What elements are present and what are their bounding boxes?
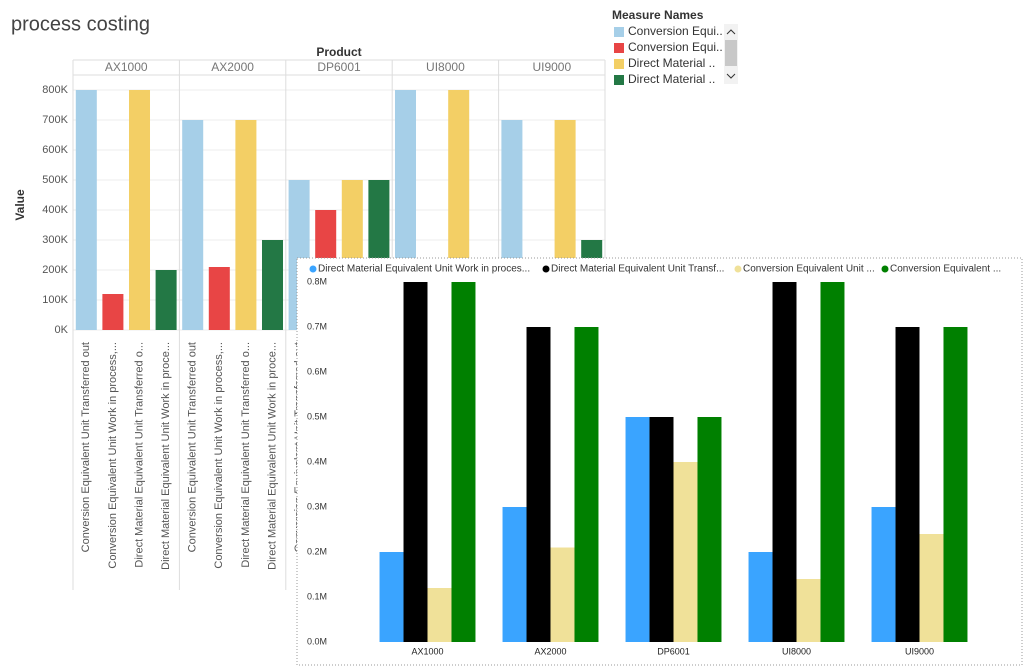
bar — [697, 417, 722, 642]
legend-marker — [542, 265, 550, 273]
legend-marker — [309, 265, 317, 273]
x-tick-label: Direct Material Equivalent Unit Transfer… — [240, 342, 252, 568]
bar — [526, 327, 551, 642]
x-tick-label: DP6001 — [657, 646, 690, 656]
y-tick-label: 0K — [55, 324, 69, 336]
x-tick-label: Conversion Equivalent Unit Transferred o… — [187, 342, 199, 552]
x-tick-label: Conversion Equivalent Unit Work in proce… — [213, 342, 225, 569]
x-tick-label: UI8000 — [782, 646, 811, 656]
legend-swatch — [614, 75, 624, 85]
y-axis-label: Value — [13, 189, 27, 221]
y-tick-label: 0.1M — [307, 591, 327, 601]
facet-header: AX2000 — [211, 60, 254, 74]
legend-label: Conversion Equi.. — [628, 24, 723, 38]
bar — [102, 294, 124, 330]
legend-label: Conversion Equivalent Unit ... — [743, 264, 875, 275]
legend-title: Measure Names — [612, 8, 704, 22]
x-tick-label: AX2000 — [534, 646, 566, 656]
bar — [625, 417, 650, 642]
y-tick-label: 0.3M — [307, 501, 327, 511]
bar — [155, 270, 177, 330]
scroll-down[interactable] — [726, 73, 736, 79]
y-tick-label: 800K — [42, 84, 68, 96]
facet-header: UI8000 — [426, 60, 465, 74]
facet-header: DP6001 — [317, 60, 361, 74]
x-tick-label: AX1000 — [411, 646, 443, 656]
bar — [871, 507, 896, 642]
bar — [261, 240, 284, 330]
legend-swatch — [614, 27, 624, 37]
legend-swatch — [614, 59, 624, 69]
legend-marker — [881, 265, 889, 273]
y-tick-label: 100K — [42, 294, 68, 306]
y-tick-label: 600K — [42, 144, 68, 156]
legend-scroll-thumb[interactable] — [725, 40, 737, 66]
bar — [235, 120, 257, 330]
x-tick-label: Conversion Equivalent Unit Transferred o… — [80, 342, 92, 552]
bar — [75, 90, 97, 330]
chart-title: process costing — [11, 13, 150, 35]
y-tick-label: 0.8M — [307, 276, 327, 286]
bar — [403, 282, 428, 642]
legend-label: Direct Material .. — [628, 72, 715, 86]
bar — [748, 552, 773, 642]
bar — [772, 282, 797, 642]
bar — [919, 534, 944, 642]
bar — [427, 588, 452, 642]
y-tick-label: 0.4M — [307, 456, 327, 466]
scroll-up[interactable] — [726, 29, 736, 35]
x-tick-label: UI9000 — [905, 646, 934, 656]
legend-label: Conversion Equi.. — [628, 40, 723, 54]
bar — [895, 327, 920, 642]
y-tick-label: 400K — [42, 204, 68, 216]
y-tick-label: 700K — [42, 114, 68, 126]
facet-label: Product — [316, 45, 361, 59]
y-tick-label: 0.7M — [307, 321, 327, 331]
x-tick-label: Conversion Equivalent Unit Work in proce… — [107, 342, 119, 569]
y-tick-label: 0.2M — [307, 546, 327, 556]
x-tick-label: Direct Material Equivalent Unit Transfer… — [133, 342, 145, 568]
bar — [451, 282, 476, 642]
legend-marker — [734, 265, 742, 273]
x-tick-label: Direct Material Equivalent Unit Work in … — [160, 342, 172, 570]
facet-header: AX1000 — [105, 60, 148, 74]
y-tick-label: 500K — [42, 174, 68, 186]
bar — [550, 547, 575, 642]
bar — [208, 267, 230, 330]
legend-swatch — [614, 43, 624, 53]
bar — [820, 282, 845, 642]
legend-label: Direct Material Equivalent Unit Work in … — [318, 264, 530, 275]
legend-label: Direct Material .. — [628, 56, 715, 70]
y-tick-label: 0.5M — [307, 411, 327, 421]
bar — [673, 462, 698, 642]
y-tick-label: 0.6M — [307, 366, 327, 376]
bar — [574, 327, 599, 642]
x-tick-label: Direct Material Equivalent Unit Work in … — [266, 342, 278, 570]
facet-header: UI9000 — [532, 60, 571, 74]
legend-label: Conversion Equivalent ... — [890, 264, 1001, 275]
bar — [128, 90, 151, 330]
bar — [502, 507, 527, 642]
y-tick-label: 300K — [42, 234, 68, 246]
bar — [379, 552, 404, 642]
bar — [943, 327, 968, 642]
y-tick-label: 0.0M — [307, 636, 327, 646]
bar — [182, 120, 204, 330]
y-tick-label: 200K — [42, 264, 68, 276]
legend-label: Direct Material Equivalent Unit Transf..… — [551, 264, 724, 275]
bar — [796, 579, 821, 642]
bar — [649, 417, 674, 642]
